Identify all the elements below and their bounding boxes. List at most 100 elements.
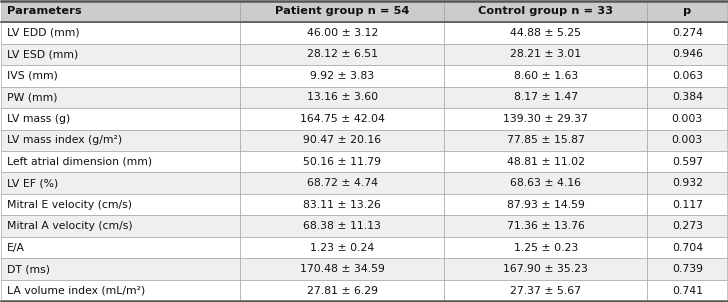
Bar: [1, 108, 240, 130]
Text: 0.946: 0.946: [672, 49, 703, 59]
Text: 8.60 ± 1.63: 8.60 ± 1.63: [513, 71, 578, 81]
Bar: [240, 108, 444, 130]
Bar: [1, 215, 240, 237]
Bar: [444, 65, 647, 87]
Text: 48.81 ± 11.02: 48.81 ± 11.02: [507, 157, 585, 167]
Bar: [444, 280, 647, 301]
Bar: [647, 194, 727, 215]
Bar: [240, 280, 444, 301]
Bar: [444, 108, 647, 130]
Bar: [647, 130, 727, 151]
Text: 83.11 ± 13.26: 83.11 ± 13.26: [304, 200, 381, 210]
Text: 1.23 ± 0.24: 1.23 ± 0.24: [310, 243, 374, 253]
Text: 77.85 ± 15.87: 77.85 ± 15.87: [507, 135, 585, 145]
Text: 68.72 ± 4.74: 68.72 ± 4.74: [306, 178, 378, 188]
Text: 0.063: 0.063: [672, 71, 703, 81]
Text: IVS (mm): IVS (mm): [7, 71, 58, 81]
Text: LA volume index (mL/m²): LA volume index (mL/m²): [7, 286, 145, 296]
Bar: [444, 172, 647, 194]
Text: Control group n = 33: Control group n = 33: [478, 6, 613, 16]
Bar: [444, 151, 647, 172]
Text: 71.36 ± 13.76: 71.36 ± 13.76: [507, 221, 585, 231]
Bar: [240, 151, 444, 172]
Text: 0.003: 0.003: [672, 114, 703, 124]
Text: p: p: [683, 6, 692, 16]
Text: 27.37 ± 5.67: 27.37 ± 5.67: [510, 286, 581, 296]
Bar: [444, 43, 647, 65]
Text: E/A: E/A: [7, 243, 25, 253]
Bar: [444, 194, 647, 215]
Text: 90.47 ± 20.16: 90.47 ± 20.16: [303, 135, 381, 145]
Text: LV EF (%): LV EF (%): [7, 178, 58, 188]
Bar: [1, 1, 240, 22]
Bar: [647, 259, 727, 280]
Text: 13.16 ± 3.60: 13.16 ± 3.60: [306, 92, 378, 102]
Bar: [647, 1, 727, 22]
Text: LV mass (g): LV mass (g): [7, 114, 70, 124]
Bar: [444, 22, 647, 43]
Bar: [444, 1, 647, 22]
Text: 0.704: 0.704: [672, 243, 703, 253]
Text: 0.003: 0.003: [672, 135, 703, 145]
Text: 0.117: 0.117: [672, 200, 703, 210]
Bar: [240, 215, 444, 237]
Bar: [240, 259, 444, 280]
Bar: [240, 237, 444, 259]
Bar: [240, 172, 444, 194]
Bar: [1, 172, 240, 194]
Text: DT (ms): DT (ms): [7, 264, 50, 274]
Text: Left atrial dimension (mm): Left atrial dimension (mm): [7, 157, 151, 167]
Text: 164.75 ± 42.04: 164.75 ± 42.04: [300, 114, 384, 124]
Text: 68.63 ± 4.16: 68.63 ± 4.16: [510, 178, 581, 188]
Text: Parameters: Parameters: [7, 6, 81, 16]
Text: Patient group n = 54: Patient group n = 54: [275, 6, 409, 16]
Text: Mitral A velocity (cm/s): Mitral A velocity (cm/s): [7, 221, 132, 231]
Text: 87.93 ± 14.59: 87.93 ± 14.59: [507, 200, 585, 210]
Bar: [1, 43, 240, 65]
Bar: [647, 108, 727, 130]
Text: 0.597: 0.597: [672, 157, 703, 167]
Text: LV mass index (g/m²): LV mass index (g/m²): [7, 135, 122, 145]
Text: LV ESD (mm): LV ESD (mm): [7, 49, 78, 59]
Bar: [444, 87, 647, 108]
Text: 167.90 ± 35.23: 167.90 ± 35.23: [503, 264, 588, 274]
Bar: [1, 194, 240, 215]
Text: 0.932: 0.932: [672, 178, 703, 188]
Bar: [240, 22, 444, 43]
Text: 68.38 ± 11.13: 68.38 ± 11.13: [304, 221, 381, 231]
Text: 27.81 ± 6.29: 27.81 ± 6.29: [306, 286, 378, 296]
Bar: [240, 43, 444, 65]
Bar: [444, 237, 647, 259]
Bar: [1, 237, 240, 259]
Bar: [1, 22, 240, 43]
Bar: [240, 1, 444, 22]
Text: 0.739: 0.739: [672, 264, 703, 274]
Bar: [647, 65, 727, 87]
Text: 46.00 ± 3.12: 46.00 ± 3.12: [306, 28, 378, 38]
Bar: [240, 194, 444, 215]
Text: 0.274: 0.274: [672, 28, 703, 38]
Bar: [1, 65, 240, 87]
Bar: [1, 259, 240, 280]
Bar: [240, 130, 444, 151]
Bar: [1, 280, 240, 301]
Bar: [1, 151, 240, 172]
Text: 170.48 ± 34.59: 170.48 ± 34.59: [300, 264, 384, 274]
Text: 9.92 ± 3.83: 9.92 ± 3.83: [310, 71, 374, 81]
Bar: [240, 87, 444, 108]
Bar: [444, 259, 647, 280]
Text: Mitral E velocity (cm/s): Mitral E velocity (cm/s): [7, 200, 132, 210]
Text: 50.16 ± 11.79: 50.16 ± 11.79: [303, 157, 381, 167]
Text: 1.25 ± 0.23: 1.25 ± 0.23: [513, 243, 578, 253]
Text: PW (mm): PW (mm): [7, 92, 57, 102]
Bar: [647, 87, 727, 108]
Bar: [444, 130, 647, 151]
Text: LV EDD (mm): LV EDD (mm): [7, 28, 79, 38]
Bar: [647, 151, 727, 172]
Text: 0.741: 0.741: [672, 286, 703, 296]
Text: 0.273: 0.273: [672, 221, 703, 231]
Bar: [444, 215, 647, 237]
Bar: [647, 43, 727, 65]
Bar: [647, 22, 727, 43]
Text: 139.30 ± 29.37: 139.30 ± 29.37: [503, 114, 588, 124]
